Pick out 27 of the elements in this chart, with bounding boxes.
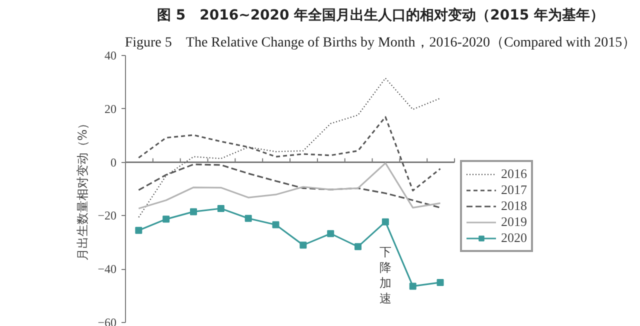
chart-title: 图 5 2016~2020 年全国月出生人口的相对变动（2015 年为基年） xyxy=(157,6,604,24)
point xyxy=(272,221,280,228)
y-tick-label: 20 xyxy=(104,102,116,116)
legend-label: 2019 xyxy=(501,214,527,230)
point xyxy=(327,230,334,238)
annotation: 下降加速 xyxy=(379,245,392,306)
point xyxy=(300,242,307,249)
chart-subtitle: Figure 5 The Relative Change of Births by Month，2016-2020（Compared with 2015） xyxy=(124,36,636,50)
y-axis-title: 月出生数量相对变动（%） xyxy=(76,117,90,261)
legend-label: 2020 xyxy=(501,230,527,246)
legend-label: 2017 xyxy=(501,182,527,198)
point xyxy=(354,243,362,250)
y-tick-label: −40 xyxy=(98,262,117,276)
legend-label: 2018 xyxy=(501,198,527,214)
point xyxy=(217,204,224,212)
y-tick-label: 0 xyxy=(110,155,116,170)
y-tick-label: −20 xyxy=(98,208,117,223)
point xyxy=(190,208,197,216)
point xyxy=(244,214,252,222)
line-series xyxy=(138,78,441,218)
point xyxy=(135,226,142,234)
point xyxy=(162,216,170,223)
y-tick-label: 40 xyxy=(104,48,116,62)
point xyxy=(382,218,389,226)
legend-label: 2016 xyxy=(501,166,527,182)
point xyxy=(436,278,444,286)
point xyxy=(409,282,416,290)
